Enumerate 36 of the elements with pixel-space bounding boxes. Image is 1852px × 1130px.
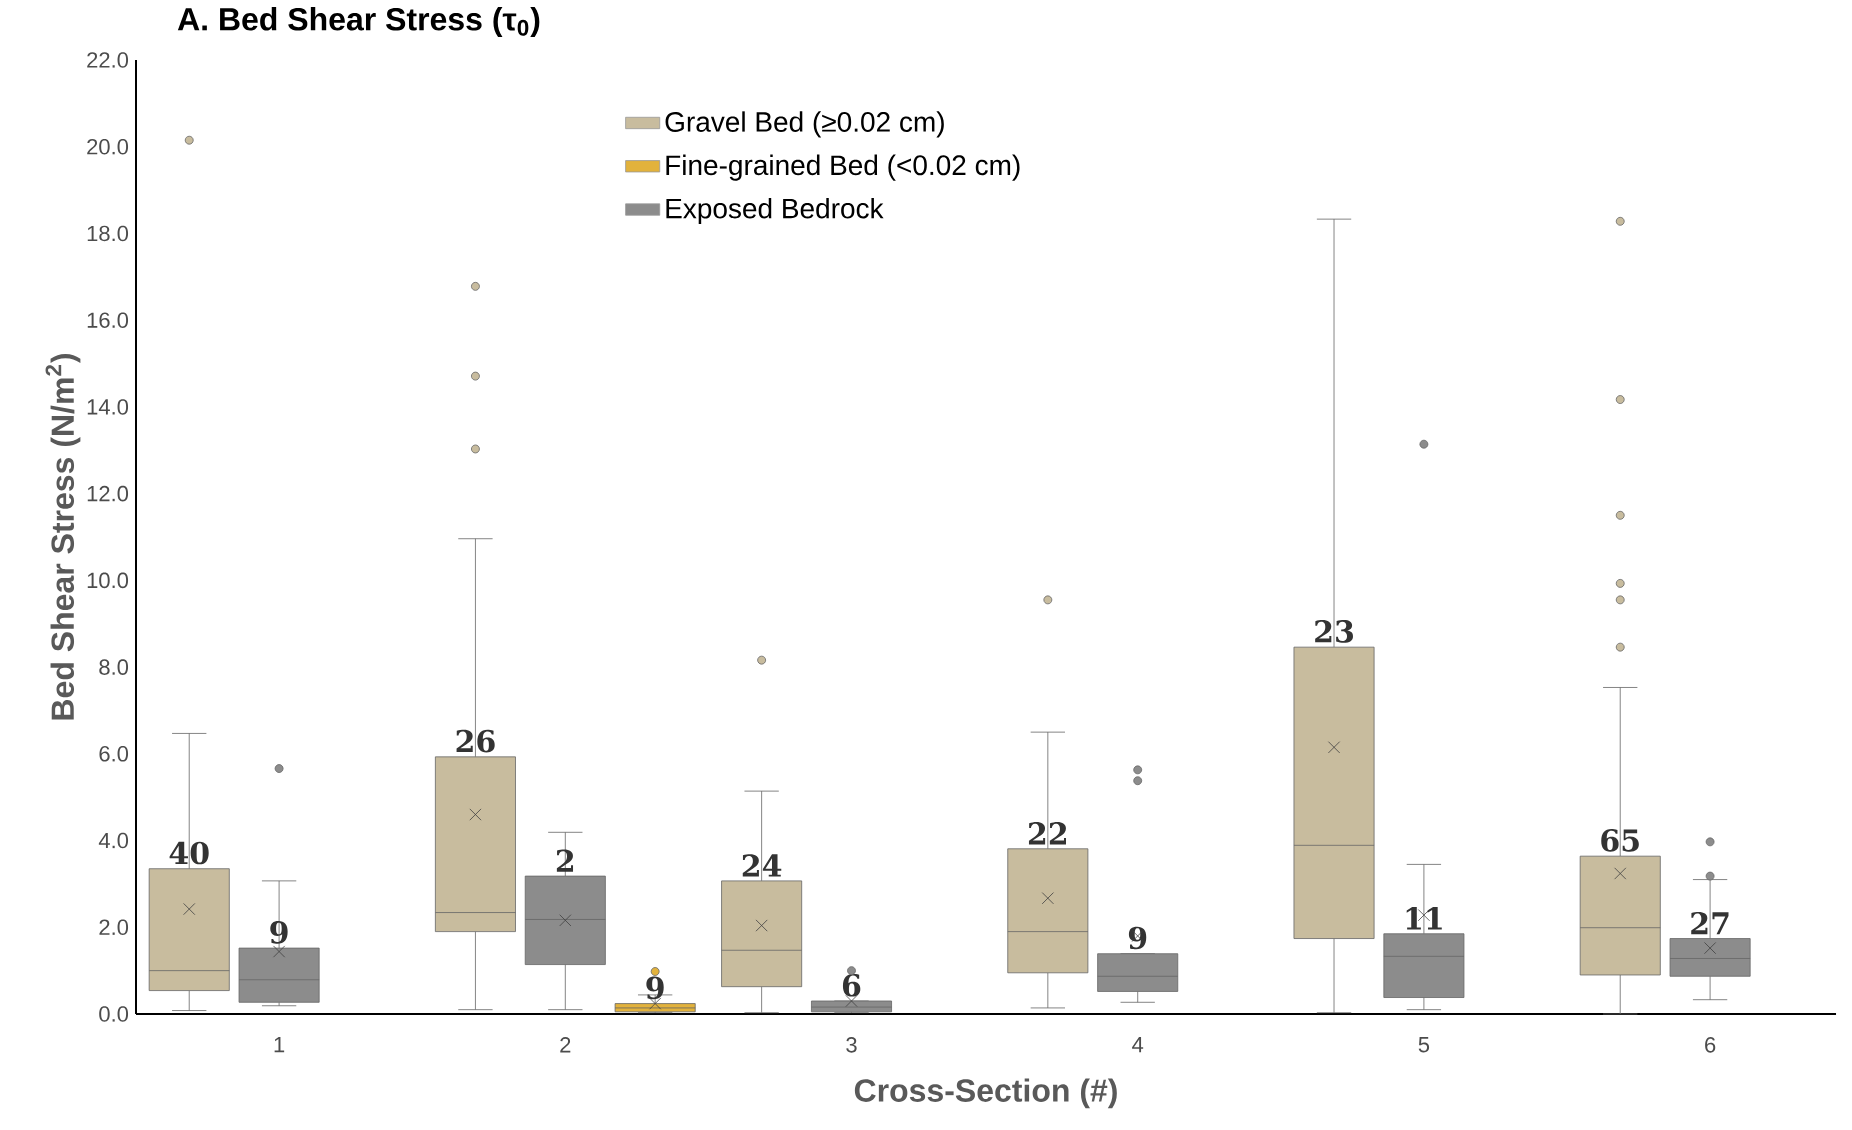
y-tick-label: 22.0 (87, 52, 129, 68)
y-tick-label: 0.0 (99, 1006, 129, 1022)
x-tick-label: 6 (1705, 1037, 1716, 1053)
x-tick-label: 3 (846, 1037, 857, 1053)
legend-label: Exposed Bedrock (666, 197, 884, 224)
annotation: 2 (556, 849, 574, 872)
y-tick-label: 10.0 (87, 572, 129, 589)
x-tick-label: 1 (274, 1037, 285, 1053)
annotation: 22 (1028, 822, 1066, 845)
annotation: 9 (270, 920, 288, 944)
chart-title: A. Bed Shear Stress (τ$_{0}$) (177, 7, 540, 37)
y-tick-label: 8.0 (99, 659, 129, 675)
annotation: 11 (1406, 907, 1442, 930)
x-tick-label: 5 (1418, 1037, 1430, 1053)
y-tick-label: 6.0 (99, 746, 129, 762)
y-tick-label: 12.0 (87, 485, 129, 502)
annotation: 6 (842, 973, 861, 997)
y-tick-label: 18.0 (87, 225, 129, 242)
y-tick-label: 20.0 (87, 138, 129, 155)
legend-label: Fine-grained Bed (<0.02 cm) (666, 154, 1020, 181)
y-axis-title: Bed Shear Stress (N/m$^{2}$) (45, 354, 81, 720)
annotation: 9 (646, 976, 664, 1000)
x-tick-label: 4 (1132, 1037, 1144, 1053)
y-tick-label: 2.0 (99, 919, 129, 936)
annotation: 24 (742, 854, 782, 877)
y-tick-label: 14.0 (87, 399, 129, 415)
annotation: 9 (1128, 926, 1147, 950)
x-tick-label: 2 (560, 1037, 571, 1053)
annotation: 27 (1691, 911, 1729, 935)
y-tick-label: 4.0 (98, 832, 129, 849)
annotation: 23 (1315, 620, 1353, 643)
y-tick-label: 16.0 (87, 312, 129, 328)
x-axis-title: Cross-Section (#) (854, 1078, 1117, 1109)
annotation: 40 (169, 841, 209, 865)
annotation: 65 (1601, 829, 1639, 852)
legend-label: Gravel Bed (≥0.02 cm) (665, 111, 944, 138)
